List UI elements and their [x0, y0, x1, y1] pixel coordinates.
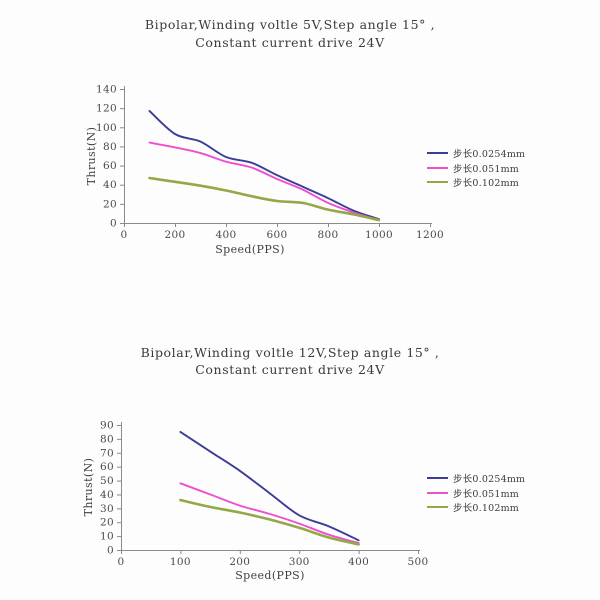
x-tick-label: 0 [121, 229, 128, 241]
legend-label: 步长0.102mm [453, 178, 520, 190]
chart-12v-title: Bipolar,Winding voltle 12V,Step angle 15… [0, 344, 580, 378]
y-tick-label: 80 [100, 433, 114, 445]
chart-5v-title-line2: Constant current drive 24V [195, 35, 385, 50]
chart-12v-title-line2: Constant current drive 24V [195, 362, 385, 377]
legend-item: 步长0.0254mm [427, 146, 525, 161]
legend-line-swatch [427, 477, 448, 480]
legend-item: 步长0.0254mm [427, 471, 525, 486]
x-tick-label: 200 [229, 556, 250, 568]
y-tick-label: 120 [96, 103, 117, 115]
y-tick-label: 10 [100, 531, 114, 543]
y-tick-label: 70 [100, 447, 114, 459]
x-tick-label: 800 [318, 229, 339, 241]
x-tick-label: 500 [408, 556, 429, 568]
y-tick-label: 50 [100, 475, 114, 487]
x-tick-label: 0 [118, 556, 125, 568]
legend-label: 步长0.102mm [453, 503, 520, 515]
y-tick-label: 0 [107, 545, 114, 557]
y-tick-label: 140 [96, 84, 117, 96]
x-tick-label: 300 [289, 556, 310, 568]
legend-item: 步长0.051mm [427, 486, 525, 501]
y-tick-label: 40 [100, 489, 114, 501]
x-tick-label: 600 [267, 229, 288, 241]
legend-item: 步长0.102mm [427, 500, 525, 515]
y-tick-label: 20 [100, 517, 114, 529]
series-line-2 [148, 176, 381, 222]
y-tick-label: 90 [100, 420, 114, 432]
y-tick-label: 0 [110, 218, 117, 230]
y-tick-label: 40 [103, 179, 117, 191]
series-line-1 [148, 141, 380, 222]
x-axis-title: Speed(PPS) [235, 569, 305, 582]
series-line-2 [179, 498, 360, 546]
legend-label: 步长0.0254mm [453, 149, 526, 161]
legend-item: 步长0.051mm [427, 161, 525, 176]
legend-line-swatch [427, 166, 448, 169]
series-line-0 [179, 430, 360, 542]
y-tick-label: 20 [103, 198, 117, 210]
chart-12v-title-line1: Bipolar,Winding voltle 12V,Step angle 15… [140, 345, 440, 360]
x-tick-label: 200 [165, 229, 186, 241]
chart-5v-title-line1: Bipolar,Winding voltle 5V,Step angle 15°… [144, 17, 436, 32]
x-tick-label: 400 [216, 229, 237, 241]
x-tick-label: 1200 [416, 229, 444, 241]
x-tick-label: 1000 [365, 229, 393, 241]
chart-5v-legend: 步长0.0254mm 步长0.051mm 步长0.102mm [427, 146, 525, 190]
y-axis-title: Thrust(N) [82, 458, 95, 517]
legend-item: 步长0.102mm [427, 175, 525, 190]
series-line-0 [148, 110, 380, 221]
y-tick-label: 60 [100, 461, 114, 473]
legend-line-swatch [427, 181, 448, 184]
chart-12v-legend: 步长0.0254mm 步长0.051mm 步长0.102mm [427, 471, 525, 515]
x-axis-title: Speed(PPS) [215, 243, 285, 256]
y-axis-title: Thrust(N) [85, 127, 98, 186]
x-tick-label: 100 [170, 556, 191, 568]
x-tick-label: 400 [348, 556, 369, 568]
legend-line-swatch [427, 152, 448, 155]
legend-label: 步长0.051mm [453, 488, 520, 500]
y-tick-label: 60 [103, 160, 117, 172]
legend-label: 步长0.051mm [453, 163, 520, 175]
legend-line-swatch [427, 491, 448, 494]
series-line-1 [179, 482, 360, 545]
y-tick-label: 80 [103, 141, 117, 153]
legend-label: 步长0.0254mm [453, 474, 526, 486]
chart-5v-title: Bipolar,Winding voltle 5V,Step angle 15°… [0, 16, 580, 52]
y-tick-label: 30 [100, 503, 114, 515]
y-tick-label: 100 [96, 122, 117, 134]
legend-line-swatch [427, 506, 448, 509]
